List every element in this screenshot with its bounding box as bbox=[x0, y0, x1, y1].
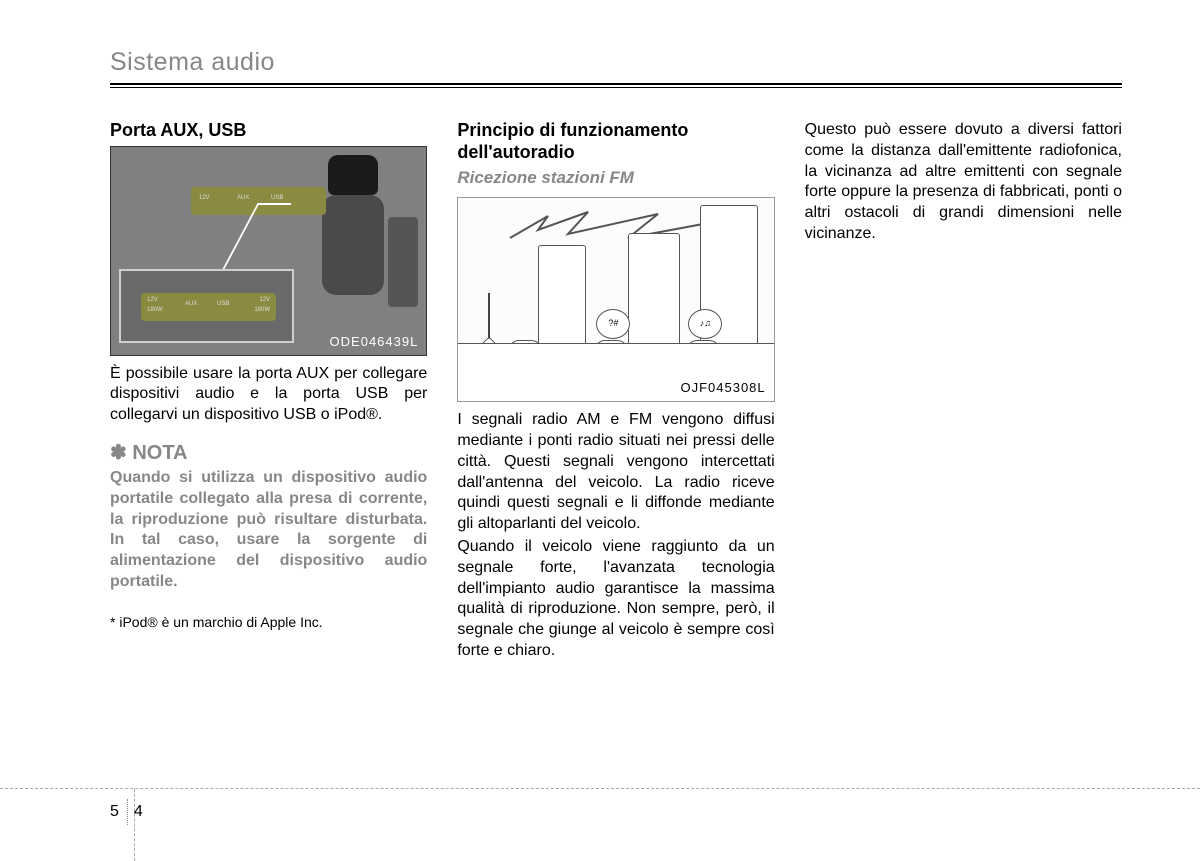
col2-para2: Quando il veicolo viene raggiunto da un … bbox=[457, 537, 774, 662]
port-aux-2: AUX bbox=[185, 301, 197, 309]
page-header: Sistema audio bbox=[110, 48, 1122, 88]
column-2: Principio di funzionamento dell'autoradi… bbox=[457, 120, 774, 662]
figure1-code: ODE046439L bbox=[330, 334, 419, 351]
figure-aux-usb: 12V AUX USB 12V 180W AUX USB 12V 180W OD… bbox=[110, 146, 427, 356]
section-title: Sistema audio bbox=[110, 48, 1122, 77]
col1-para1: È possibile usare la porta AUX per colle… bbox=[110, 364, 427, 426]
page-num-chapter: 5 bbox=[110, 799, 128, 825]
col2-subheading: Ricezione stazioni FM bbox=[457, 167, 774, 189]
speech-bubble-noise: ?# bbox=[596, 309, 630, 339]
port-aux: AUX bbox=[237, 195, 249, 203]
port-usb: USB bbox=[271, 195, 283, 203]
figure-inset: 12V 180W AUX USB 12V 180W bbox=[119, 269, 294, 343]
page-number: 5 4 bbox=[110, 799, 143, 825]
port-12v-3: 12V bbox=[259, 297, 270, 305]
port-180w-2: 180W bbox=[254, 307, 270, 315]
header-rule bbox=[110, 83, 1122, 88]
port-usb-2: USB bbox=[217, 301, 229, 309]
footer-dashed-rule bbox=[0, 788, 1200, 789]
gear-indicator bbox=[388, 217, 418, 307]
column-1: Porta AUX, USB 12V AUX USB 12V 180W AUX … bbox=[110, 120, 427, 662]
gear-knob bbox=[328, 155, 378, 195]
figure2-code: OJF045308L bbox=[680, 380, 765, 397]
page-num-page: 4 bbox=[128, 799, 143, 825]
col3-para1: Questo può essere dovuto a diversi fatto… bbox=[805, 120, 1122, 245]
port-12v-2: 12V bbox=[147, 297, 158, 305]
nota-heading: ✽ NOTA bbox=[110, 440, 427, 466]
nota-word: NOTA bbox=[132, 442, 187, 464]
port-180w: 180W bbox=[147, 307, 163, 315]
footnote: * iPod® è un marchio di Apple Inc. bbox=[110, 613, 427, 631]
figure-fm-reception: ?# ♪♫ OJF045308L bbox=[457, 197, 774, 402]
gear-boot bbox=[322, 195, 384, 295]
column-3: Questo può essere dovuto a diversi fatto… bbox=[805, 120, 1122, 662]
port-12v: 12V bbox=[199, 195, 210, 203]
col2-heading: Principio di funzionamento dell'autoradi… bbox=[457, 120, 774, 163]
port-panel-inset: 12V 180W AUX USB 12V 180W bbox=[141, 293, 276, 321]
col2-para1: I segnali radio AM e FM vengono diffusi … bbox=[457, 410, 774, 535]
col1-heading: Porta AUX, USB bbox=[110, 120, 427, 142]
nota-body: Quando si utilizza un dispositivo audio … bbox=[110, 468, 427, 593]
content-columns: Porta AUX, USB 12V AUX USB 12V 180W AUX … bbox=[110, 120, 1122, 662]
page: Sistema audio Porta AUX, USB 12V AUX USB… bbox=[0, 0, 1200, 861]
nota-mark: ✽ bbox=[110, 442, 127, 464]
